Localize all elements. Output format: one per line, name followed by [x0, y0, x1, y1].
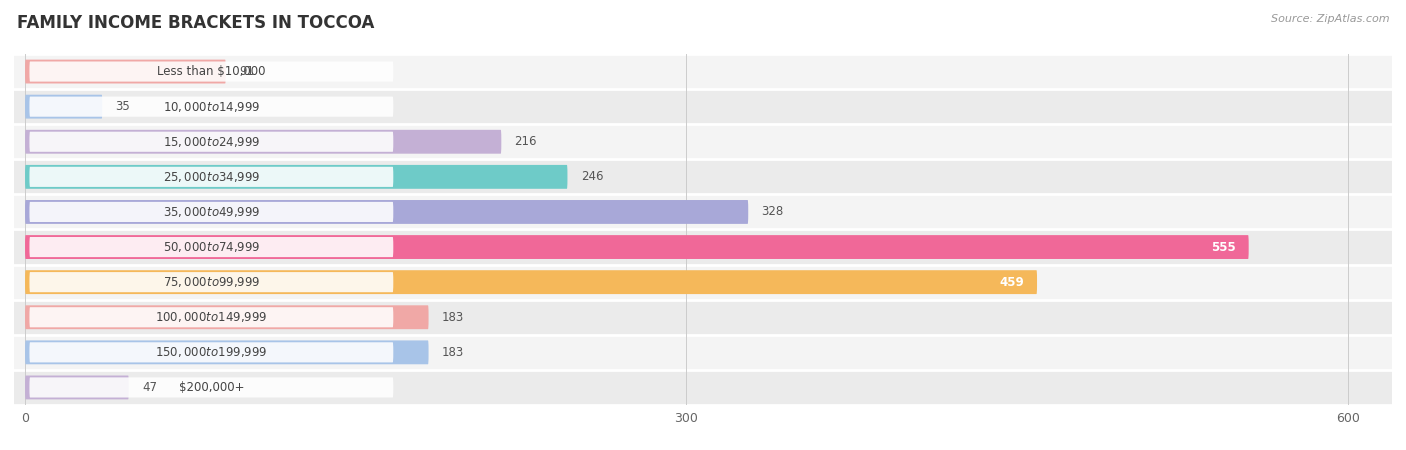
Text: $200,000+: $200,000+: [179, 381, 245, 394]
FancyBboxPatch shape: [30, 62, 394, 81]
FancyBboxPatch shape: [30, 378, 394, 397]
Text: 183: 183: [441, 346, 464, 359]
Text: $100,000 to $149,999: $100,000 to $149,999: [155, 310, 267, 324]
Text: 47: 47: [142, 381, 157, 394]
FancyBboxPatch shape: [30, 237, 394, 257]
Text: FAMILY INCOME BRACKETS IN TOCCOA: FAMILY INCOME BRACKETS IN TOCCOA: [17, 14, 374, 32]
FancyBboxPatch shape: [25, 235, 1249, 259]
FancyBboxPatch shape: [30, 202, 394, 222]
Text: 328: 328: [762, 206, 783, 218]
FancyBboxPatch shape: [25, 340, 429, 364]
FancyBboxPatch shape: [30, 132, 394, 152]
Text: $50,000 to $74,999: $50,000 to $74,999: [163, 240, 260, 254]
Text: $150,000 to $199,999: $150,000 to $199,999: [155, 345, 267, 360]
FancyBboxPatch shape: [30, 167, 394, 187]
Bar: [14, 89, 1392, 124]
Text: $35,000 to $49,999: $35,000 to $49,999: [163, 205, 260, 219]
FancyBboxPatch shape: [30, 342, 394, 362]
Bar: [14, 230, 1392, 265]
Text: $75,000 to $99,999: $75,000 to $99,999: [163, 275, 260, 289]
FancyBboxPatch shape: [30, 307, 394, 327]
Bar: [14, 300, 1392, 335]
Bar: [14, 124, 1392, 159]
Text: $10,000 to $14,999: $10,000 to $14,999: [163, 99, 260, 114]
Text: $25,000 to $34,999: $25,000 to $34,999: [163, 170, 260, 184]
FancyBboxPatch shape: [25, 165, 568, 189]
Bar: [14, 54, 1392, 89]
Text: Less than $10,000: Less than $10,000: [157, 65, 266, 78]
Text: 35: 35: [115, 100, 131, 113]
Bar: [14, 194, 1392, 230]
FancyBboxPatch shape: [25, 59, 226, 84]
FancyBboxPatch shape: [25, 375, 129, 400]
FancyBboxPatch shape: [30, 97, 394, 117]
FancyBboxPatch shape: [25, 270, 1038, 294]
Text: Source: ZipAtlas.com: Source: ZipAtlas.com: [1271, 14, 1389, 23]
Text: 216: 216: [515, 135, 537, 148]
Bar: [14, 159, 1392, 194]
Text: 459: 459: [1000, 276, 1024, 288]
FancyBboxPatch shape: [25, 200, 748, 224]
Text: 91: 91: [239, 65, 254, 78]
Text: $15,000 to $24,999: $15,000 to $24,999: [163, 135, 260, 149]
Text: 555: 555: [1211, 241, 1236, 253]
Text: 183: 183: [441, 311, 464, 324]
Bar: [14, 335, 1392, 370]
FancyBboxPatch shape: [30, 272, 394, 292]
FancyBboxPatch shape: [25, 130, 502, 154]
Bar: [14, 370, 1392, 405]
Bar: [14, 265, 1392, 300]
FancyBboxPatch shape: [25, 94, 103, 119]
Text: 246: 246: [581, 171, 603, 183]
FancyBboxPatch shape: [25, 305, 429, 329]
